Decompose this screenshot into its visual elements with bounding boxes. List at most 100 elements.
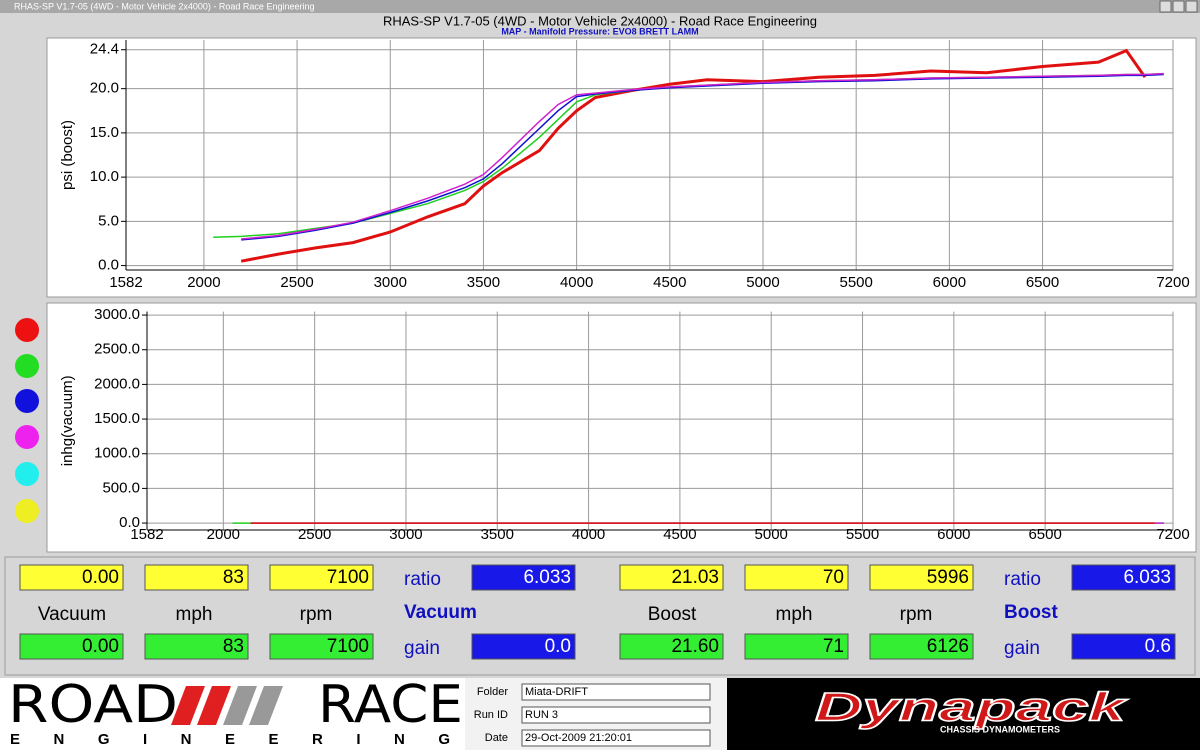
readout-label: rpm bbox=[300, 604, 333, 625]
gain-label: gain bbox=[404, 638, 440, 659]
field-label: Run ID bbox=[474, 709, 508, 721]
x-tick-label: 2500 bbox=[298, 526, 331, 543]
x-tick-label: 3500 bbox=[467, 274, 500, 291]
x-tick-label: 5000 bbox=[746, 274, 779, 291]
field-box bbox=[521, 683, 711, 701]
readout-value: 6126 bbox=[927, 636, 969, 657]
readout-box bbox=[144, 633, 249, 660]
logo-slash bbox=[223, 686, 257, 725]
readout-box bbox=[269, 633, 374, 660]
x-tick-label: 3500 bbox=[481, 526, 514, 543]
x-tick-label: 6000 bbox=[933, 274, 966, 291]
readout-value: 0.6 bbox=[1145, 636, 1171, 657]
x-tick-label: 5500 bbox=[846, 526, 879, 543]
series-line bbox=[241, 73, 1164, 241]
x-tick-label: 5000 bbox=[755, 526, 788, 543]
y-tick-label: 24.4 bbox=[90, 41, 119, 58]
field-box bbox=[521, 729, 711, 747]
x-tick-label: 2000 bbox=[207, 526, 240, 543]
readout-value: 21.03 bbox=[671, 567, 719, 588]
app-heading: RHAS-SP V1.7-05 (4WD - Motor Vehicle 2x4… bbox=[383, 13, 817, 28]
x-tick-label: 7200 bbox=[1156, 274, 1189, 291]
brand-area bbox=[727, 678, 1200, 750]
y-tick-label: 3000.0 bbox=[94, 306, 140, 323]
x-tick-label: 3000 bbox=[374, 274, 407, 291]
gain-label: gain bbox=[1004, 638, 1040, 659]
field-value: 29-Oct-2009 21:20:01 bbox=[525, 732, 632, 744]
minimize-button[interactable] bbox=[1159, 0, 1172, 13]
y-tick-label: 2000.0 bbox=[94, 375, 140, 392]
channel-dot[interactable] bbox=[15, 389, 39, 413]
x-tick-label: 4500 bbox=[663, 526, 696, 543]
y-axis-label: inhg(vacuum) bbox=[59, 375, 76, 466]
window-title: RHAS-SP V1.7-05 (4WD - Motor Vehicle 2x4… bbox=[14, 1, 314, 11]
channel-legend bbox=[15, 318, 39, 523]
field-label: Date bbox=[485, 732, 508, 744]
x-tick-label: 4000 bbox=[560, 274, 593, 291]
readout-box bbox=[144, 564, 249, 591]
y-tick-label: 500.0 bbox=[102, 479, 140, 496]
readout-label: mph bbox=[776, 604, 813, 625]
readout-box bbox=[744, 633, 849, 660]
field-value: RUN 3 bbox=[525, 709, 558, 721]
readout-value: 7100 bbox=[327, 567, 369, 588]
readout-value: 0.00 bbox=[82, 567, 119, 588]
panel-title: Vacuum bbox=[404, 602, 477, 623]
y-tick-label: 0.0 bbox=[98, 257, 119, 274]
readout-box bbox=[619, 633, 724, 660]
channel-dot[interactable] bbox=[15, 318, 39, 342]
panel-title: Boost bbox=[1004, 602, 1059, 623]
chart-frame bbox=[46, 37, 1197, 298]
x-tick-label: 4500 bbox=[653, 274, 686, 291]
logo-slash bbox=[249, 686, 283, 725]
x-tick-label: 2500 bbox=[280, 274, 313, 291]
readout-box bbox=[269, 564, 374, 591]
x-tick-label: 6500 bbox=[1028, 526, 1061, 543]
close-button[interactable] bbox=[1185, 0, 1198, 13]
channel-dot[interactable] bbox=[15, 499, 39, 523]
x-tick-label: 1582 bbox=[109, 274, 142, 291]
logo-text: ROAD bbox=[8, 675, 178, 735]
x-tick-label: 4000 bbox=[572, 526, 605, 543]
brand-subtext: CHASSIS DYNAMOMETERS bbox=[940, 724, 1060, 734]
field-box bbox=[521, 706, 711, 724]
y-tick-label: 20.0 bbox=[90, 80, 119, 97]
readout-box bbox=[619, 564, 724, 591]
readout-label: mph bbox=[176, 604, 213, 625]
title-bar bbox=[0, 0, 1200, 13]
y-tick-label: 2500.0 bbox=[94, 341, 140, 358]
readout-box bbox=[869, 564, 974, 591]
readout-box bbox=[471, 564, 576, 591]
logo-slash bbox=[171, 686, 205, 725]
series-line bbox=[240, 48, 1147, 263]
x-tick-label: 5500 bbox=[839, 274, 872, 291]
maximize-button[interactable] bbox=[1172, 0, 1185, 13]
chart-frame bbox=[46, 302, 1197, 553]
x-tick-label: 3000 bbox=[389, 526, 422, 543]
readout-label: Boost bbox=[648, 604, 697, 625]
x-tick-label: 6000 bbox=[937, 526, 970, 543]
channel-dot[interactable] bbox=[15, 462, 39, 486]
x-tick-label: 6500 bbox=[1026, 274, 1059, 291]
ratio-label: ratio bbox=[404, 569, 441, 590]
readout-value: 5996 bbox=[927, 567, 969, 588]
brand-logo: Dynapack bbox=[815, 686, 1128, 730]
readout-box bbox=[1071, 564, 1176, 591]
channel-dot[interactable] bbox=[15, 354, 39, 378]
readout-box bbox=[19, 564, 124, 591]
readout-box bbox=[19, 633, 124, 660]
chart-title: MAP - Manifold Pressure: EVO8 BRETT LAMM bbox=[501, 26, 698, 36]
readout-label: rpm bbox=[900, 604, 933, 625]
readout-value: 6.033 bbox=[1123, 567, 1171, 588]
x-tick-label: 2000 bbox=[187, 274, 220, 291]
series-line bbox=[241, 72, 1164, 240]
channel-dot[interactable] bbox=[15, 425, 39, 449]
y-tick-label: 5.0 bbox=[98, 212, 119, 229]
readout-value: 0.0 bbox=[545, 636, 571, 657]
readout-value: 7100 bbox=[327, 636, 369, 657]
readout-box bbox=[744, 564, 849, 591]
readout-value: 70 bbox=[823, 567, 844, 588]
readout-value: 21.60 bbox=[671, 636, 719, 657]
y-tick-label: 1500.0 bbox=[94, 410, 140, 427]
